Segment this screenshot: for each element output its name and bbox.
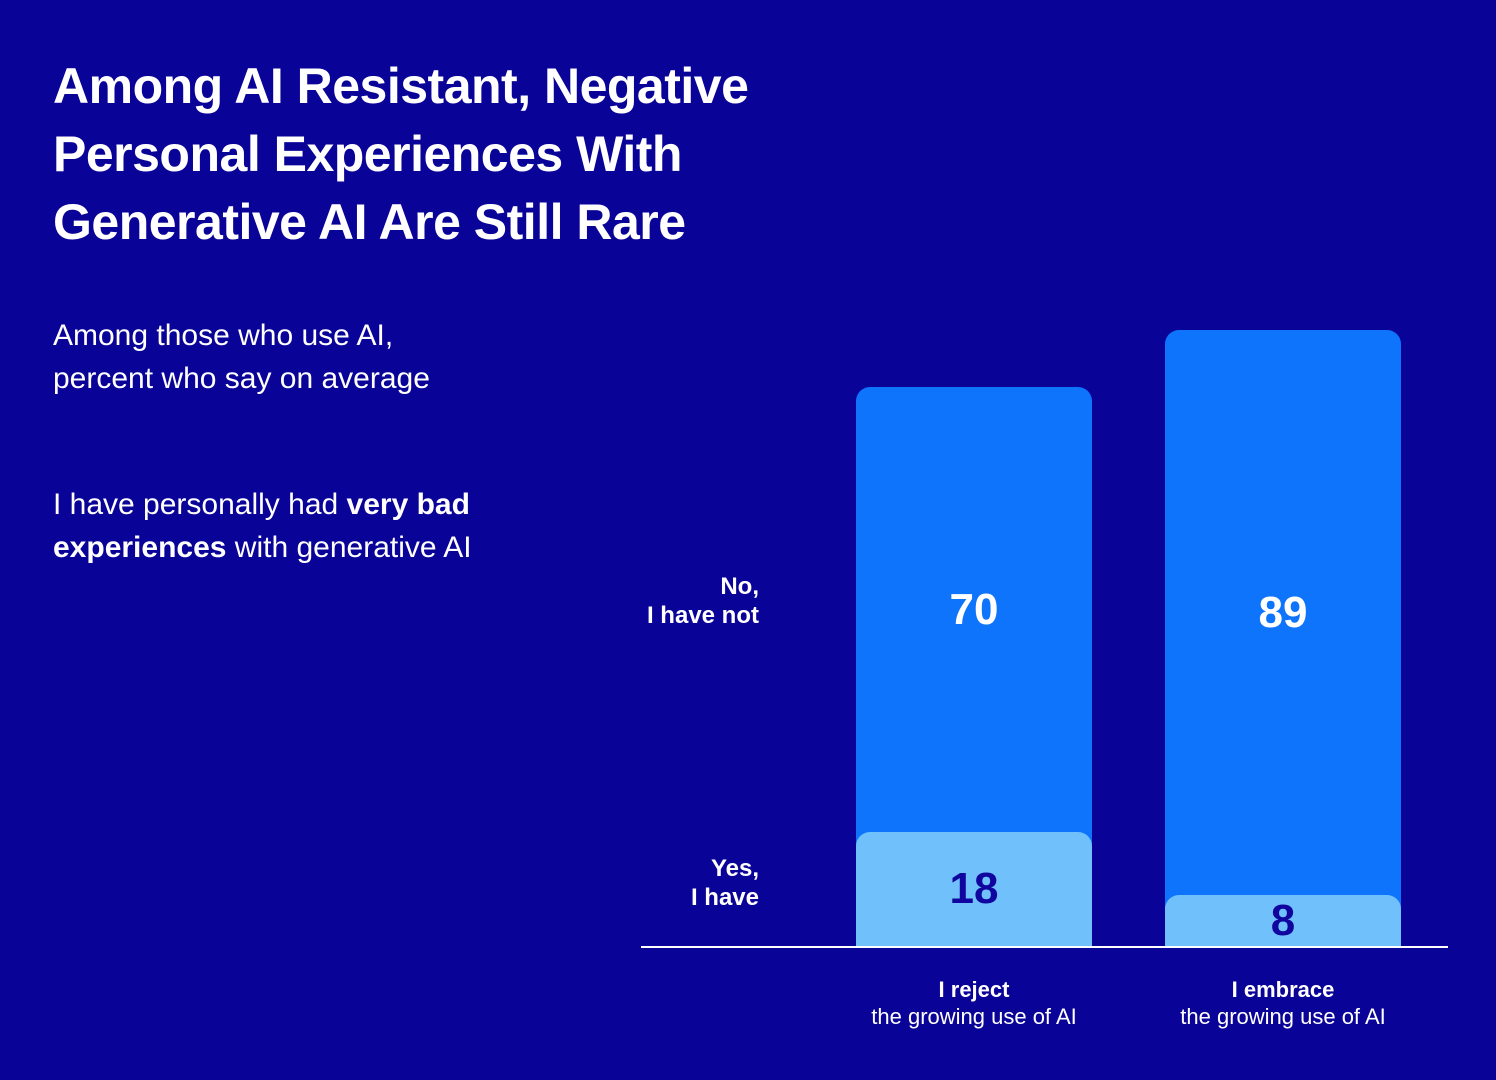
category-label-i-reject-rest: the growing use of AI xyxy=(871,1004,1077,1029)
chart-title-line-2: Personal Experiences With xyxy=(53,126,682,182)
question-text-normal: with generative AI xyxy=(226,531,472,564)
row-label-no-i-have-not: No, I have not xyxy=(539,572,759,630)
row-label-no-line-1: No, xyxy=(720,573,759,600)
chart-title-line-1: Among AI Resistant, Negative xyxy=(53,58,749,114)
row-label-yes-i-have: Yes, I have xyxy=(539,854,759,912)
category-label-i-reject: I reject the growing use of AI xyxy=(814,976,1134,1030)
bar-segment-yes-i-embrace: 8 xyxy=(1165,895,1401,946)
survey-question-line-2: experiences with generative AI xyxy=(53,526,472,569)
bar-segment-no-i-reject: 70 18 xyxy=(856,387,1092,946)
bar-segment-no-i-embrace: 89 8 xyxy=(1165,330,1401,946)
value-label-no-i-embrace: 89 xyxy=(1258,587,1308,637)
value-label-no-i-reject: 70 xyxy=(949,584,999,634)
survey-question: I have personally had very bad experienc… xyxy=(53,483,472,569)
chart-title: Among AI Resistant, Negative Personal Ex… xyxy=(53,52,749,256)
value-label-yes-i-embrace: 8 xyxy=(1270,895,1296,945)
question-text-bold: very bad xyxy=(346,488,470,521)
survey-question-line-1: I have personally had very bad xyxy=(53,483,472,526)
value-label-yes-i-reject: 18 xyxy=(949,864,999,913)
row-label-no-line-2: I have not xyxy=(646,602,759,629)
category-label-i-reject-emphasis: I reject xyxy=(938,977,1010,1002)
category-label-i-embrace: I embrace the growing use of AI xyxy=(1123,976,1443,1030)
category-label-i-embrace-rest: the growing use of AI xyxy=(1180,1004,1386,1029)
chart-subtitle-line-1: Among those who use AI, xyxy=(53,319,394,352)
chart-subtitle: Among those who use AI, percent who say … xyxy=(53,314,430,400)
chart-title-line-3: Generative AI Are Still Rare xyxy=(53,194,686,250)
question-text-bold: experiences xyxy=(53,531,227,564)
row-label-yes-line-1: Yes, xyxy=(710,855,759,882)
category-label-i-embrace-emphasis: I embrace xyxy=(1231,977,1335,1002)
bar-segment-yes-i-reject: 18 xyxy=(856,832,1092,946)
question-text-normal: I have personally had xyxy=(53,488,347,521)
row-label-yes-line-2: I have xyxy=(690,884,759,911)
chart-subtitle-line-2: percent who say on average xyxy=(53,362,430,395)
x-axis-line xyxy=(641,946,1448,948)
